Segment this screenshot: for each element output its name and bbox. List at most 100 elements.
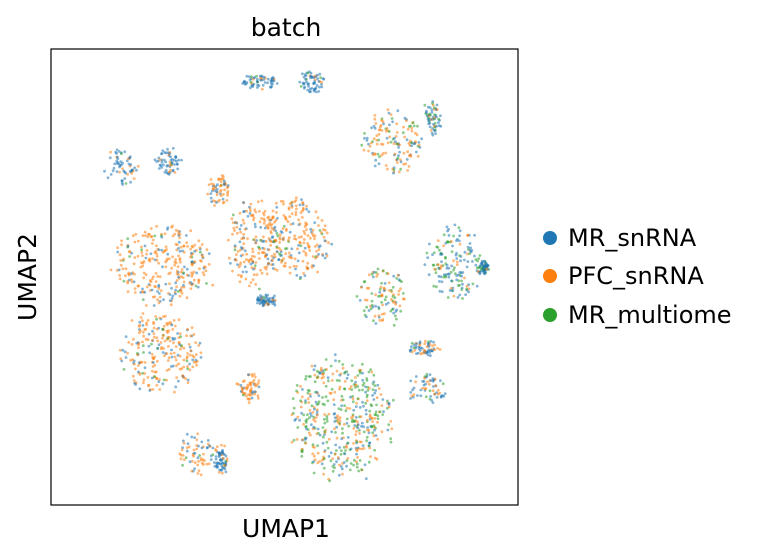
point-mr-snrna <box>438 289 442 293</box>
point-mr-snrna <box>226 184 230 187</box>
point-pfc-snrna <box>204 269 208 273</box>
point-mr-multiome <box>299 85 303 88</box>
point-pfc-snrna <box>300 235 303 239</box>
point-pfc-snrna <box>375 134 379 138</box>
point-mr-snrna <box>176 167 180 171</box>
point-pfc-snrna <box>156 275 160 278</box>
point-pfc-snrna <box>374 293 377 297</box>
point-pfc-snrna <box>419 352 423 356</box>
point-pfc-snrna <box>386 167 389 171</box>
point-mr-multiome <box>391 295 395 298</box>
point-pfc-snrna <box>155 258 159 262</box>
point-mr-snrna <box>124 335 128 338</box>
point-pfc-snrna <box>164 245 168 249</box>
point-mr-snrna <box>335 425 339 429</box>
point-pfc-snrna <box>452 294 456 298</box>
point-mr-snrna <box>263 226 267 230</box>
point-pfc-snrna <box>416 154 420 158</box>
point-pfc-snrna <box>249 258 252 261</box>
point-pfc-snrna <box>191 245 195 249</box>
point-mr-snrna <box>193 249 197 253</box>
point-pfc-snrna <box>378 319 382 322</box>
point-pfc-snrna <box>171 234 175 238</box>
point-mr-multiome <box>300 449 303 453</box>
point-mr-snrna <box>247 75 251 78</box>
point-mr-snrna <box>296 259 300 263</box>
point-pfc-snrna <box>354 433 358 437</box>
point-mr-snrna <box>440 280 444 284</box>
point-pfc-snrna <box>310 364 314 368</box>
point-pfc-snrna <box>258 257 261 260</box>
point-mr-snrna <box>314 400 318 404</box>
point-mr-multiome <box>316 402 320 406</box>
point-pfc-snrna <box>249 390 252 393</box>
point-pfc-snrna <box>120 239 123 243</box>
point-mr-snrna <box>460 286 464 290</box>
point-pfc-snrna <box>129 358 133 362</box>
point-mr-snrna <box>166 228 169 231</box>
point-pfc-snrna <box>211 283 215 287</box>
point-mr-snrna <box>246 214 250 218</box>
point-pfc-snrna <box>220 443 223 447</box>
point-mr-snrna <box>188 460 192 464</box>
point-mr-snrna <box>177 240 181 244</box>
point-pfc-snrna <box>191 365 195 369</box>
point-mr-snrna <box>368 441 371 445</box>
point-pfc-snrna <box>141 340 144 344</box>
legend-marker-pfc-snrna <box>543 269 557 283</box>
point-mr-multiome <box>370 424 374 428</box>
point-pfc-snrna <box>458 242 462 246</box>
point-mr-snrna <box>130 168 134 172</box>
point-pfc-snrna <box>151 238 155 242</box>
point-pfc-snrna <box>182 346 186 350</box>
point-mr-multiome <box>389 140 393 144</box>
point-mr-snrna <box>364 412 368 416</box>
point-pfc-snrna <box>151 295 155 299</box>
point-mr-snrna <box>372 398 376 401</box>
point-mr-snrna <box>469 246 472 250</box>
point-pfc-snrna <box>177 254 180 258</box>
point-mr-multiome <box>141 298 145 301</box>
point-pfc-snrna <box>196 432 200 436</box>
point-mr-multiome <box>373 413 377 417</box>
point-pfc-snrna <box>452 259 455 263</box>
point-mr-snrna <box>181 446 185 450</box>
point-mr-snrna <box>437 121 440 125</box>
point-pfc-snrna <box>186 327 190 331</box>
point-mr-snrna <box>199 356 203 359</box>
point-pfc-snrna <box>314 416 318 420</box>
point-pfc-snrna <box>136 254 140 258</box>
point-pfc-snrna <box>313 245 317 248</box>
point-mr-multiome <box>362 430 366 434</box>
point-mr-snrna <box>117 268 121 272</box>
point-pfc-snrna <box>248 207 252 210</box>
point-pfc-snrna <box>189 247 193 251</box>
point-mr-snrna <box>460 274 463 278</box>
point-mr-multiome <box>416 124 419 128</box>
point-pfc-snrna <box>173 324 177 328</box>
point-pfc-snrna <box>157 261 161 265</box>
point-pfc-snrna <box>251 77 255 81</box>
point-mr-snrna <box>216 183 219 187</box>
point-mr-snrna <box>365 136 369 140</box>
point-mr-snrna <box>147 344 151 348</box>
point-pfc-snrna <box>204 265 207 269</box>
point-mr-multiome <box>396 156 400 160</box>
point-pfc-snrna <box>196 463 200 467</box>
point-pfc-snrna <box>303 232 307 236</box>
point-pfc-snrna <box>159 341 163 344</box>
point-mr-snrna <box>298 418 301 422</box>
point-mr-snrna <box>116 250 120 254</box>
point-pfc-snrna <box>178 367 182 371</box>
point-pfc-snrna <box>300 216 304 219</box>
point-mr-multiome <box>126 237 130 241</box>
point-pfc-snrna <box>133 287 137 291</box>
point-pfc-snrna <box>279 199 283 203</box>
point-mr-snrna <box>377 162 381 166</box>
point-pfc-snrna <box>155 254 159 258</box>
point-pfc-snrna <box>375 396 379 400</box>
point-pfc-snrna <box>269 224 272 227</box>
point-mr-multiome <box>471 282 475 286</box>
point-mr-snrna <box>420 347 424 350</box>
point-mr-snrna <box>427 349 430 353</box>
